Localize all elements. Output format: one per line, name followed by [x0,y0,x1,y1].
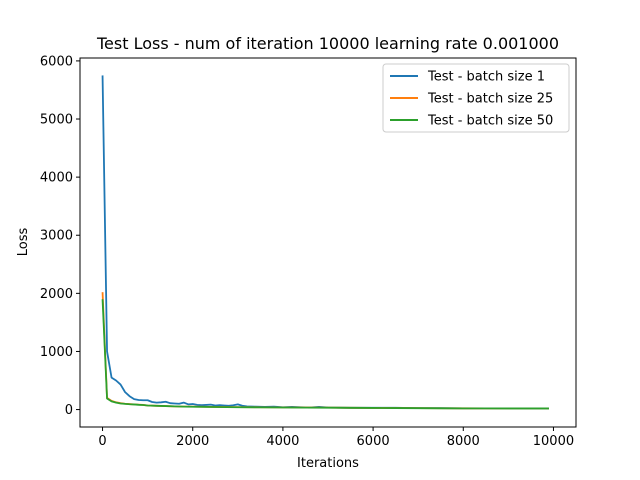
plot-area [101,75,549,410]
legend-label: Test - batch size 50 [427,114,553,129]
x-tick-label: 2000 [176,434,209,449]
legend-box [382,63,570,133]
y-tick-label: 5000 [40,113,73,128]
y-tick-label: 0 [65,403,73,418]
x-axis: 0 2000 4000 6000 8000 10000 [98,427,574,449]
plot-frame [79,57,577,428]
y-tick-label: 4000 [40,171,73,186]
chart-title: Test Loss - num of iteration 10000 learn… [96,34,559,53]
y-tick-label: 2000 [40,287,73,302]
y-axis-title: Loss [16,228,31,257]
y-axis: 0 1000 2000 3000 4000 5000 6000 [40,54,80,418]
y-tick-label: 3000 [40,229,73,244]
y-tick-label: 1000 [40,345,73,360]
x-axis-title: Iterations [297,456,359,471]
series-line-batch-3 [101,299,549,410]
legend: Test - batch size 1 Test - batch size 25 T… [382,63,570,133]
x-tick-label: 0 [98,434,106,449]
series-line-batch-2 [101,292,549,410]
legend-label: Test - batch size 25 [427,92,553,107]
y-tick-label: 6000 [40,54,73,69]
x-tick-label: 10000 [533,434,574,449]
legend-label: Test - batch size 1 [427,70,545,85]
x-tick-label: 8000 [447,434,480,449]
x-tick-label: 6000 [357,434,390,449]
x-tick-label: 4000 [266,434,299,449]
